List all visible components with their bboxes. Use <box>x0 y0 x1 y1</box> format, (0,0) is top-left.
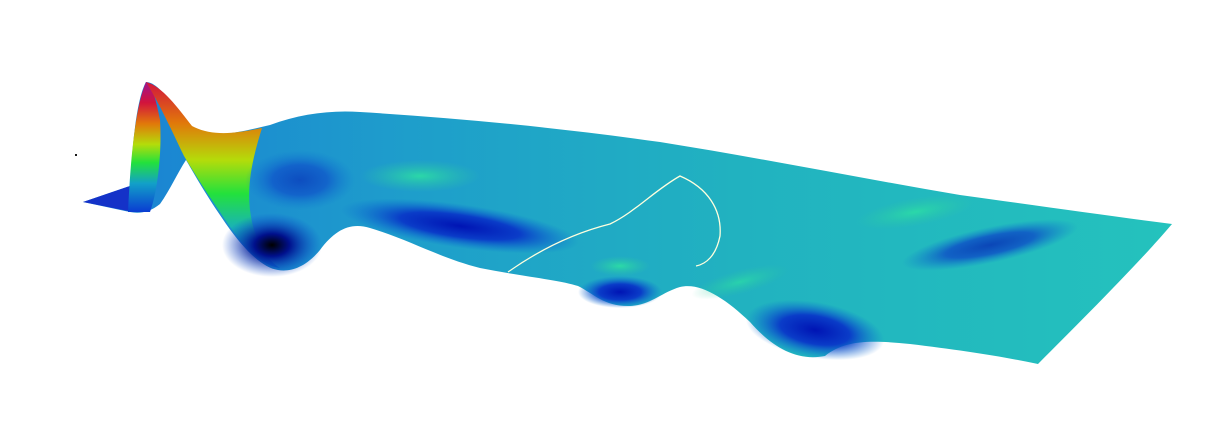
marker-dot <box>75 154 77 156</box>
left-wedge <box>83 186 133 212</box>
green-highlight-2 <box>590 256 650 276</box>
peak-back-face <box>128 82 161 212</box>
blue-band-5 <box>245 150 355 210</box>
blue-band-1 <box>341 198 579 254</box>
blue-band-2 <box>578 276 662 308</box>
trough-dark <box>222 213 322 277</box>
outline-curve <box>507 175 721 273</box>
blue-band-4 <box>901 219 1079 271</box>
green-highlight-4 <box>691 264 789 300</box>
green-highlight-1 <box>360 160 480 192</box>
surface-sheet <box>83 82 1172 364</box>
green-highlight-3 <box>855 194 975 230</box>
blue-band-3 <box>745 299 885 361</box>
